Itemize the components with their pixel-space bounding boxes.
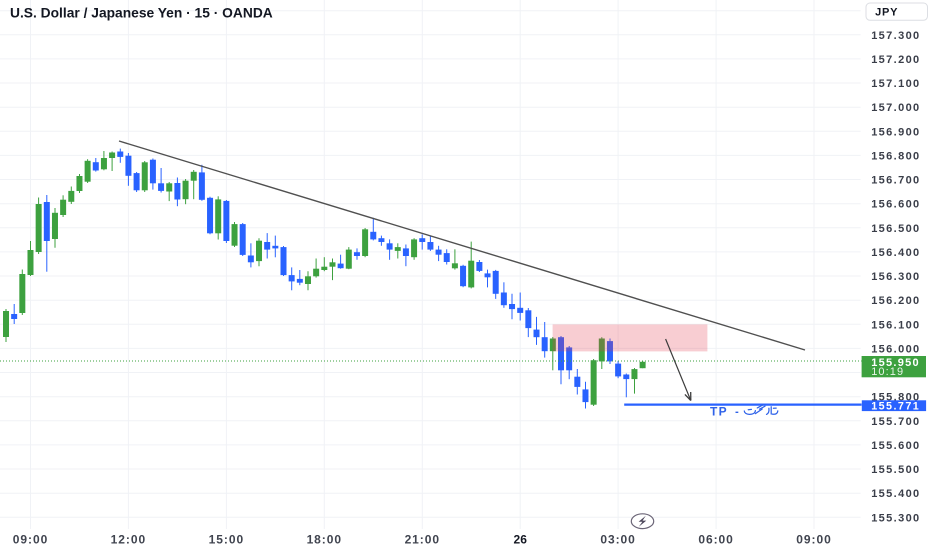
svg-text:155.400: 155.400 bbox=[871, 488, 920, 500]
svg-text:156.200: 156.200 bbox=[871, 295, 920, 307]
svg-text:155.771: 155.771 bbox=[871, 400, 920, 412]
svg-text:26: 26 bbox=[514, 533, 528, 547]
svg-text:157.000: 157.000 bbox=[871, 102, 920, 114]
svg-text:155.950: 155.950 bbox=[871, 357, 920, 369]
svg-text:156.900: 156.900 bbox=[871, 126, 920, 138]
svg-text:156.400: 156.400 bbox=[871, 247, 920, 259]
svg-text:09:00: 09:00 bbox=[13, 533, 48, 547]
svg-text:156.300: 156.300 bbox=[871, 271, 920, 283]
svg-text:156.800: 156.800 bbox=[871, 150, 920, 162]
svg-text:156.100: 156.100 bbox=[871, 319, 920, 331]
svg-text:157.100: 157.100 bbox=[871, 78, 920, 90]
svg-text:156.500: 156.500 bbox=[871, 223, 920, 235]
svg-text:155.300: 155.300 bbox=[871, 512, 920, 524]
svg-text:U.S. Dollar / Japanese Yen · 1: U.S. Dollar / Japanese Yen · 15 · OANDA bbox=[10, 5, 273, 20]
svg-text:156.000: 156.000 bbox=[871, 343, 920, 355]
svg-text:155.700: 155.700 bbox=[871, 416, 920, 428]
svg-text:TP: TP bbox=[710, 404, 728, 418]
svg-text:157.200: 157.200 bbox=[871, 54, 920, 66]
svg-text:15:00: 15:00 bbox=[209, 533, 244, 547]
svg-text:155.600: 155.600 bbox=[871, 440, 920, 452]
svg-text:03:00: 03:00 bbox=[600, 533, 635, 547]
svg-text:JPY: JPY bbox=[875, 7, 898, 19]
svg-text:155.500: 155.500 bbox=[871, 464, 920, 476]
svg-text:06:00: 06:00 bbox=[698, 533, 733, 547]
svg-text:09:00: 09:00 bbox=[796, 533, 831, 547]
svg-text:18:00: 18:00 bbox=[307, 533, 342, 547]
svg-text:10:19: 10:19 bbox=[871, 366, 904, 378]
svg-text:156.700: 156.700 bbox=[871, 175, 920, 187]
svg-text:12:00: 12:00 bbox=[111, 533, 146, 547]
svg-text:156.600: 156.600 bbox=[871, 199, 920, 211]
svg-text:21:00: 21:00 bbox=[405, 533, 440, 547]
svg-text:157.300: 157.300 bbox=[871, 30, 920, 42]
